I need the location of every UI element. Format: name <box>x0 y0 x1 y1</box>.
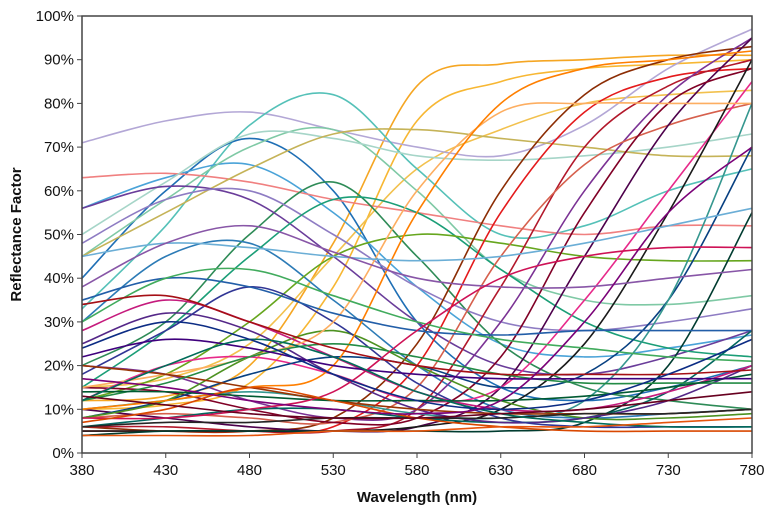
x-tick-label: 480 <box>237 462 262 479</box>
series-line-6 <box>81 137 753 402</box>
series-line-3 <box>81 89 753 389</box>
y-tick-label: 40% <box>44 270 74 287</box>
x-tick-label: 630 <box>488 462 513 479</box>
series-line-52 <box>81 146 753 415</box>
series-layer <box>81 28 753 437</box>
y-tick-label: 100% <box>36 8 74 25</box>
series-line-33 <box>81 286 752 429</box>
series-line-15 <box>81 239 753 419</box>
series-line-41 <box>81 267 753 362</box>
x-tick-label: 530 <box>321 462 346 479</box>
y-tick-label: 20% <box>44 358 74 375</box>
series-line-43 <box>81 294 753 376</box>
x-tick-label: 730 <box>656 462 681 479</box>
series-line-47 <box>81 246 753 420</box>
y-tick-label: 10% <box>44 401 74 418</box>
series-line-24 <box>81 67 753 426</box>
x-tick-label: 380 <box>69 462 94 479</box>
series-line-14 <box>81 187 753 332</box>
series-line-25 <box>81 81 753 403</box>
x-tick-label: 580 <box>404 462 429 479</box>
series-line-45 <box>81 338 752 380</box>
y-axis-title: Reflectance Factor <box>8 167 25 301</box>
series-line-50 <box>81 391 753 420</box>
y-tick-label: 50% <box>44 227 74 244</box>
y-tick-label: 0% <box>52 445 74 462</box>
x-tick-label: 780 <box>739 462 764 479</box>
y-tick-label: 70% <box>44 139 74 156</box>
series-line-40 <box>81 207 753 262</box>
x-axis-title: Wavelength (nm) <box>357 489 477 506</box>
series-line-36 <box>81 50 753 411</box>
series-line-35 <box>81 101 752 389</box>
series-line-49 <box>81 338 753 428</box>
series-line-51 <box>81 320 753 411</box>
y-tick-label: 80% <box>44 95 74 112</box>
y-tick-label: 30% <box>44 314 74 331</box>
y-tick-label: 90% <box>44 52 74 69</box>
x-tick-label: 430 <box>153 462 178 479</box>
x-tick-label: 680 <box>572 462 597 479</box>
series-line-2 <box>81 58 753 411</box>
series-line-11 <box>81 128 753 258</box>
series-line-53 <box>81 417 753 437</box>
tick-layer: 380 430 480 530 580 630 680 730 780 0% 10% 20% 30% 40… <box>36 8 765 479</box>
y-tick-label: 60% <box>44 183 74 200</box>
series-line-42 <box>81 224 753 289</box>
series-line-10 <box>81 130 753 236</box>
